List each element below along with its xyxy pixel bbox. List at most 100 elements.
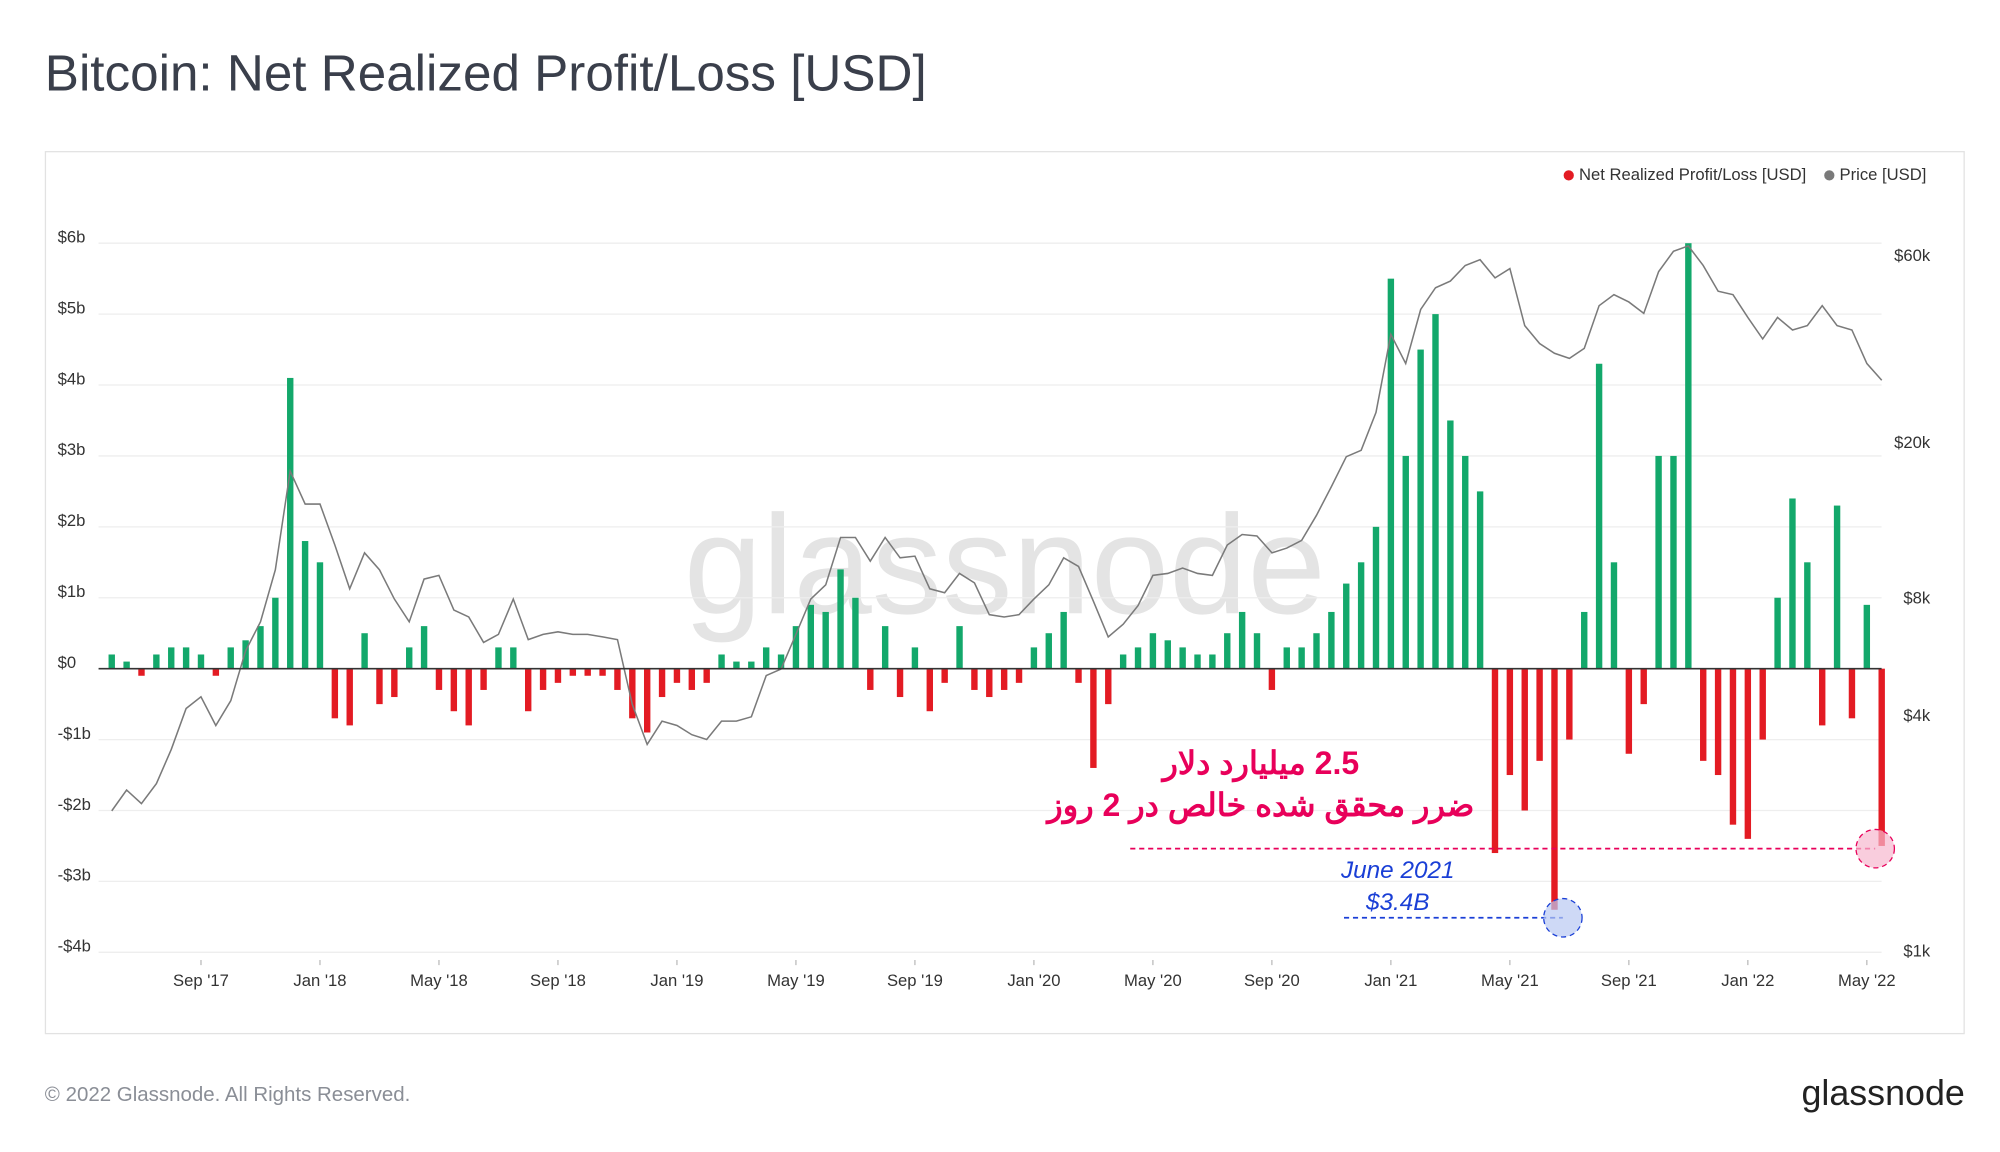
bar: [673, 668, 681, 683]
bar: [1119, 654, 1127, 669]
bar: [792, 626, 800, 669]
y-tick-label: $0: [58, 653, 77, 672]
bar: [718, 654, 725, 669]
bar: [1000, 668, 1008, 690]
y-tick-label: $2b: [58, 511, 86, 530]
bar: [1685, 243, 1692, 669]
bar: [1268, 668, 1276, 690]
bar: [168, 647, 175, 669]
bar: [1060, 611, 1067, 669]
bar: [1402, 455, 1409, 669]
bar: [1090, 668, 1097, 768]
bar: [941, 668, 948, 683]
x-tick-label: May '18: [410, 971, 468, 990]
bar: [1372, 526, 1380, 669]
y-tick-label: $6b: [58, 227, 86, 246]
bar: [1179, 647, 1186, 669]
bar: [450, 668, 458, 712]
watermark: glassnode: [684, 486, 1326, 643]
bar: [1700, 668, 1707, 761]
bar: [1328, 611, 1335, 669]
bar: [420, 626, 428, 669]
bar: [257, 626, 264, 669]
bar: [569, 668, 577, 676]
bar: [1789, 498, 1796, 669]
x-tick-label: Jan '19: [650, 971, 703, 990]
x-tick-label: Jan '22: [1721, 971, 1774, 990]
bar: [1253, 633, 1261, 669]
y-tick-label: -$2b: [58, 795, 91, 814]
bar: [465, 668, 472, 726]
bar: [182, 647, 190, 669]
annotation: ضرر محقق شده خالص در 2 روز: [1045, 787, 1474, 825]
bar: [807, 604, 815, 669]
bar: [1714, 668, 1722, 776]
bar: [1015, 668, 1023, 683]
bar: [1506, 668, 1514, 776]
bar: [287, 377, 294, 669]
chart-frame: [44, 151, 1965, 1035]
bar: [1521, 668, 1528, 811]
bar: [554, 668, 562, 683]
bar: [1313, 633, 1320, 669]
bar: [272, 597, 279, 669]
x-tick-label: May '20: [1124, 971, 1182, 990]
y-tick-label: $3b: [58, 440, 86, 459]
annotation-circle: [1543, 897, 1583, 938]
bar: [1744, 668, 1752, 839]
annotation: $3.4B: [1365, 889, 1430, 916]
bar: [926, 668, 933, 712]
x-tick-label: Jan '20: [1007, 971, 1060, 990]
annotation: 2.5 میلیارد دلار: [1160, 745, 1359, 783]
bar: [1581, 611, 1588, 669]
bar: [1447, 420, 1454, 669]
x-tick-label: Sep '17: [173, 971, 229, 990]
bar: [643, 668, 651, 733]
legend-swatch: [1824, 170, 1835, 181]
bar: [1774, 597, 1781, 669]
x-tick-label: May '22: [1838, 971, 1896, 990]
bar: [1878, 668, 1885, 846]
bar: [762, 647, 770, 669]
bar: [1149, 633, 1157, 669]
y2-tick-label: $8k: [1903, 588, 1930, 607]
y2-tick-label: $20k: [1894, 433, 1931, 452]
bar: [331, 668, 339, 719]
plot: -$4b -$3b -$2b -$1b $0 $1b $2b $3b $4b $5b $6b $1k $…: [58, 165, 1931, 990]
x-tick-label: May '19: [767, 971, 825, 990]
bar: [153, 654, 160, 669]
bar: [1238, 611, 1246, 669]
bar: [896, 668, 904, 698]
bar: [1209, 654, 1216, 669]
x-tick-label: May '21: [1481, 971, 1539, 990]
bar: [361, 633, 368, 669]
footer: © 2022 Glassnode. All Rights Reserved.: [45, 1083, 411, 1106]
bar: [316, 562, 324, 669]
bar: [822, 611, 829, 669]
bar: [971, 668, 978, 690]
bar: [227, 647, 234, 669]
bar: [1075, 668, 1082, 683]
bar: [1462, 455, 1469, 669]
bar: [629, 668, 636, 719]
y-tick-label: -$1b: [58, 724, 91, 743]
bar: [1863, 604, 1871, 669]
bar: [406, 647, 413, 669]
bar: [881, 626, 889, 669]
bar: [584, 668, 591, 676]
bar: [1417, 349, 1424, 669]
bar: [1625, 668, 1633, 754]
bar: [733, 661, 740, 669]
bar: [777, 654, 785, 669]
bar: [242, 640, 249, 669]
bar: [1357, 562, 1365, 669]
bar: [1343, 583, 1350, 669]
x-tick-label: Sep '20: [1244, 971, 1300, 990]
bar: [1759, 668, 1766, 740]
bar: [123, 661, 130, 669]
legend-label: Price [USD]: [1840, 165, 1927, 184]
bar: [837, 569, 844, 669]
bar: [688, 668, 696, 690]
y-tick-label: $1b: [58, 582, 86, 601]
